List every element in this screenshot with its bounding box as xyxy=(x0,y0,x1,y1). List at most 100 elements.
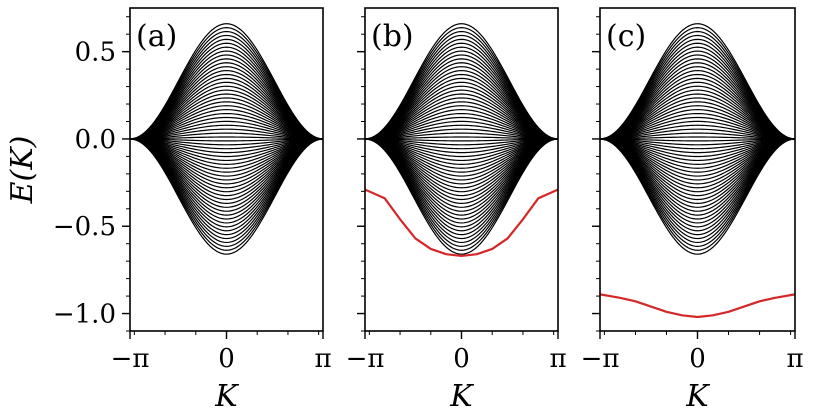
x-tick-label: 0 xyxy=(218,344,235,374)
bulk-band-line xyxy=(130,138,323,162)
bulk-band-line xyxy=(130,138,323,169)
x-tick-label: −π xyxy=(581,344,620,374)
panel-label: (a) xyxy=(136,19,177,54)
bulk-band-line xyxy=(130,138,323,158)
bulk-band-line xyxy=(600,138,795,150)
panel-c: −π 0 π K (c) xyxy=(581,7,804,414)
bulk-band-line xyxy=(365,138,558,162)
bulk-band-line xyxy=(130,77,323,140)
bulk-band-line xyxy=(365,138,558,142)
bulk-band-line xyxy=(600,54,795,140)
bulk-band-line xyxy=(365,138,558,165)
bulk-band-line xyxy=(600,138,795,142)
bulk-band-line xyxy=(600,81,795,140)
bulk-band-line xyxy=(600,77,795,140)
bulk-band-line xyxy=(600,138,795,220)
bulk-band-line xyxy=(130,69,323,140)
x-tick-label: π xyxy=(314,344,331,374)
bulk-band-line xyxy=(600,138,795,181)
bulk-band-line xyxy=(130,138,323,165)
bulk-band-line xyxy=(600,97,795,140)
bulk-band-line xyxy=(365,138,558,154)
bulk-band-line xyxy=(130,66,323,140)
bulk-band-line xyxy=(365,138,558,224)
x-tick-label: 0 xyxy=(689,344,706,374)
bulk-band-line xyxy=(600,138,795,173)
bulk-band-line xyxy=(600,138,795,232)
bulk-band-line xyxy=(365,97,558,140)
edge-state-line xyxy=(365,188,558,258)
panel-label: (b) xyxy=(371,19,414,54)
bulk-band-line xyxy=(600,138,795,165)
bulk-band-line xyxy=(365,138,558,150)
bulk-band-line xyxy=(365,138,558,189)
bulk-band-line xyxy=(600,138,795,205)
plot-area xyxy=(130,23,323,255)
bulk-band-line xyxy=(130,138,323,197)
bulk-band-line xyxy=(600,23,795,140)
bulk-band-line xyxy=(365,128,558,140)
bulk-band-line xyxy=(600,138,795,189)
bulk-band-line xyxy=(365,138,558,173)
bulk-band-line xyxy=(600,138,795,193)
bulk-band-line xyxy=(600,93,795,140)
bulk-band-line xyxy=(365,105,558,140)
x-tick-label: 0 xyxy=(453,344,470,374)
plot-area xyxy=(365,23,558,258)
panel-a: −π 0 π 0.5 0.0 −0.5 −1.0 K E(K) (a) xyxy=(5,7,332,414)
bulk-band-line xyxy=(130,138,323,193)
bulk-band-line xyxy=(130,138,323,208)
bulk-band-line xyxy=(600,101,795,140)
bulk-band-line xyxy=(600,138,795,146)
bulk-band-line xyxy=(365,85,558,140)
bulk-band-line xyxy=(365,116,558,140)
bulk-band-line xyxy=(130,138,323,201)
bulk-band-line xyxy=(365,54,558,140)
bulk-band-line xyxy=(600,132,795,140)
bulk-band-line xyxy=(600,112,795,140)
bulk-band-line xyxy=(600,120,795,140)
bulk-band-line xyxy=(365,93,558,140)
bulk-band-line xyxy=(130,85,323,140)
bulk-band-line xyxy=(130,89,323,140)
bulk-band-line xyxy=(600,136,795,140)
bulk-band-line xyxy=(365,62,558,140)
bulk-band-line xyxy=(365,138,558,146)
bulk-band-line xyxy=(130,138,323,212)
bulk-band-line xyxy=(600,138,795,208)
bulk-band-line xyxy=(130,138,323,228)
bulk-band-line xyxy=(365,138,558,158)
bulk-band-line xyxy=(130,120,323,140)
bulk-band-line xyxy=(365,73,558,140)
bulk-band-line xyxy=(130,136,323,140)
bulk-band-line xyxy=(600,62,795,140)
x-tick-label: π xyxy=(786,344,803,374)
bulk-band-line xyxy=(365,136,558,140)
y-axis-label: E(K) xyxy=(5,136,40,205)
bulk-band-line xyxy=(600,138,795,212)
bulk-band-line xyxy=(365,138,558,181)
bulk-band-line xyxy=(600,85,795,140)
x-tick-label: −π xyxy=(346,344,385,374)
bulk-band-line xyxy=(130,138,323,177)
bulk-band-line xyxy=(600,69,795,140)
bulk-band-line xyxy=(600,73,795,140)
y-tick-label: −0.5 xyxy=(53,212,116,242)
bulk-band-line xyxy=(365,77,558,140)
bulk-band-line xyxy=(130,138,323,220)
bulk-band-line xyxy=(365,124,558,140)
panel-b: −π 0 π K (b) xyxy=(346,7,567,414)
bulk-band-line xyxy=(600,138,795,185)
y-tick-label: 0.5 xyxy=(75,38,116,68)
bulk-band-line xyxy=(130,138,323,216)
bulk-band-line xyxy=(365,138,558,201)
bulk-band-line xyxy=(365,101,558,140)
bulk-band-line xyxy=(365,132,558,140)
bulk-band-line xyxy=(130,62,323,140)
bulk-band-line xyxy=(600,66,795,140)
bulk-band-line xyxy=(130,101,323,140)
bulk-band-line xyxy=(600,138,795,224)
bulk-band-line xyxy=(600,109,795,140)
bulk-band-line xyxy=(130,138,323,224)
